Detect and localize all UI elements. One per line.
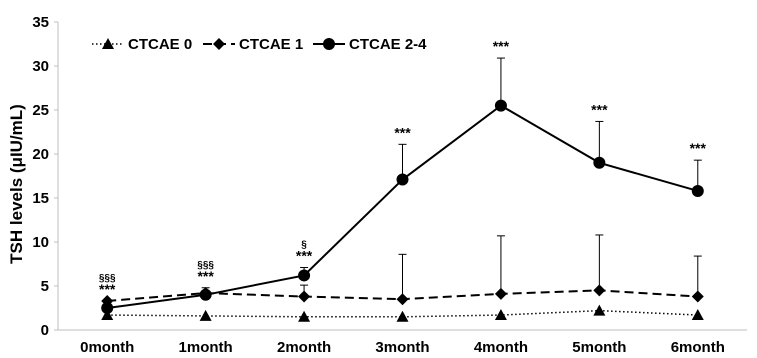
x-tick-label: 6month — [671, 339, 725, 356]
y-tick-label: 25 — [32, 102, 49, 119]
legend-label: CTCAE 0 — [128, 36, 192, 53]
data-point-0 — [298, 310, 311, 322]
data-point-2 — [199, 288, 212, 301]
axes — [54, 21, 747, 331]
x-tick-label: 0month — [80, 339, 134, 356]
data-point-0 — [593, 304, 606, 316]
annotation-label: *** — [690, 140, 707, 156]
x-tick-label: 1month — [179, 339, 233, 356]
tick-labels: 0 5 10 15 20 25 30 35 0month 1month 2month 3month 4m… — [32, 14, 725, 356]
y-tick-label: 5 — [41, 278, 49, 295]
data-point-2 — [396, 173, 409, 186]
data-point-1 — [396, 293, 409, 306]
annotation-label: *** — [99, 281, 116, 297]
data-point-1 — [298, 290, 311, 303]
data-point-0 — [691, 309, 704, 321]
y-axis-label: TSH levels (μIU/mL) — [7, 104, 26, 264]
y-tick-label: 35 — [32, 14, 49, 31]
annotation-label: *** — [197, 268, 214, 284]
y-tick-label: 20 — [32, 146, 49, 163]
y-tick-label: 0 — [41, 322, 49, 339]
data-point-2 — [494, 99, 507, 112]
legend-marker-1 — [213, 38, 225, 50]
data-point-0 — [396, 310, 409, 322]
legend-marker-0 — [102, 38, 114, 49]
annotation-label: *** — [296, 248, 313, 264]
data-point-2 — [593, 156, 606, 169]
data-point-2 — [298, 269, 311, 282]
data-point-0 — [101, 309, 114, 321]
annotation-label: *** — [493, 38, 510, 54]
data-point-0 — [199, 309, 212, 321]
annotation-label: §§§ — [197, 260, 214, 271]
data-point-1 — [494, 287, 507, 300]
legend-marker-2 — [323, 38, 335, 50]
data-point-2 — [101, 302, 114, 314]
annotation-label: *** — [591, 101, 608, 117]
annotation-label: § — [301, 240, 307, 251]
annotation-label: *** — [394, 124, 411, 140]
data-point-1 — [593, 284, 606, 297]
legend-label: CTCAE 2-4 — [349, 36, 427, 53]
annotation-label: §§§ — [99, 273, 116, 284]
y-tick-label: 10 — [32, 234, 49, 251]
y-tick-label: 15 — [32, 190, 49, 207]
error-bars — [201, 57, 702, 300]
data-point-2 — [691, 184, 704, 197]
x-tick-label: 3month — [375, 339, 429, 356]
legend-label: CTCAE 1 — [239, 36, 303, 53]
x-tick-label: 2month — [277, 339, 331, 356]
data-point-1 — [691, 290, 704, 303]
x-tick-label: 4month — [474, 339, 528, 356]
x-tick-label: 5month — [572, 339, 626, 356]
data-markers — [101, 99, 704, 322]
legend: CTCAE 0 CTCAE 1 CTCAE 2-4 — [92, 36, 427, 53]
y-tick-label: 30 — [32, 58, 49, 75]
data-point-0 — [494, 309, 507, 321]
significance-annotations: ***§§§ ***§§§***§************ — [99, 38, 707, 297]
